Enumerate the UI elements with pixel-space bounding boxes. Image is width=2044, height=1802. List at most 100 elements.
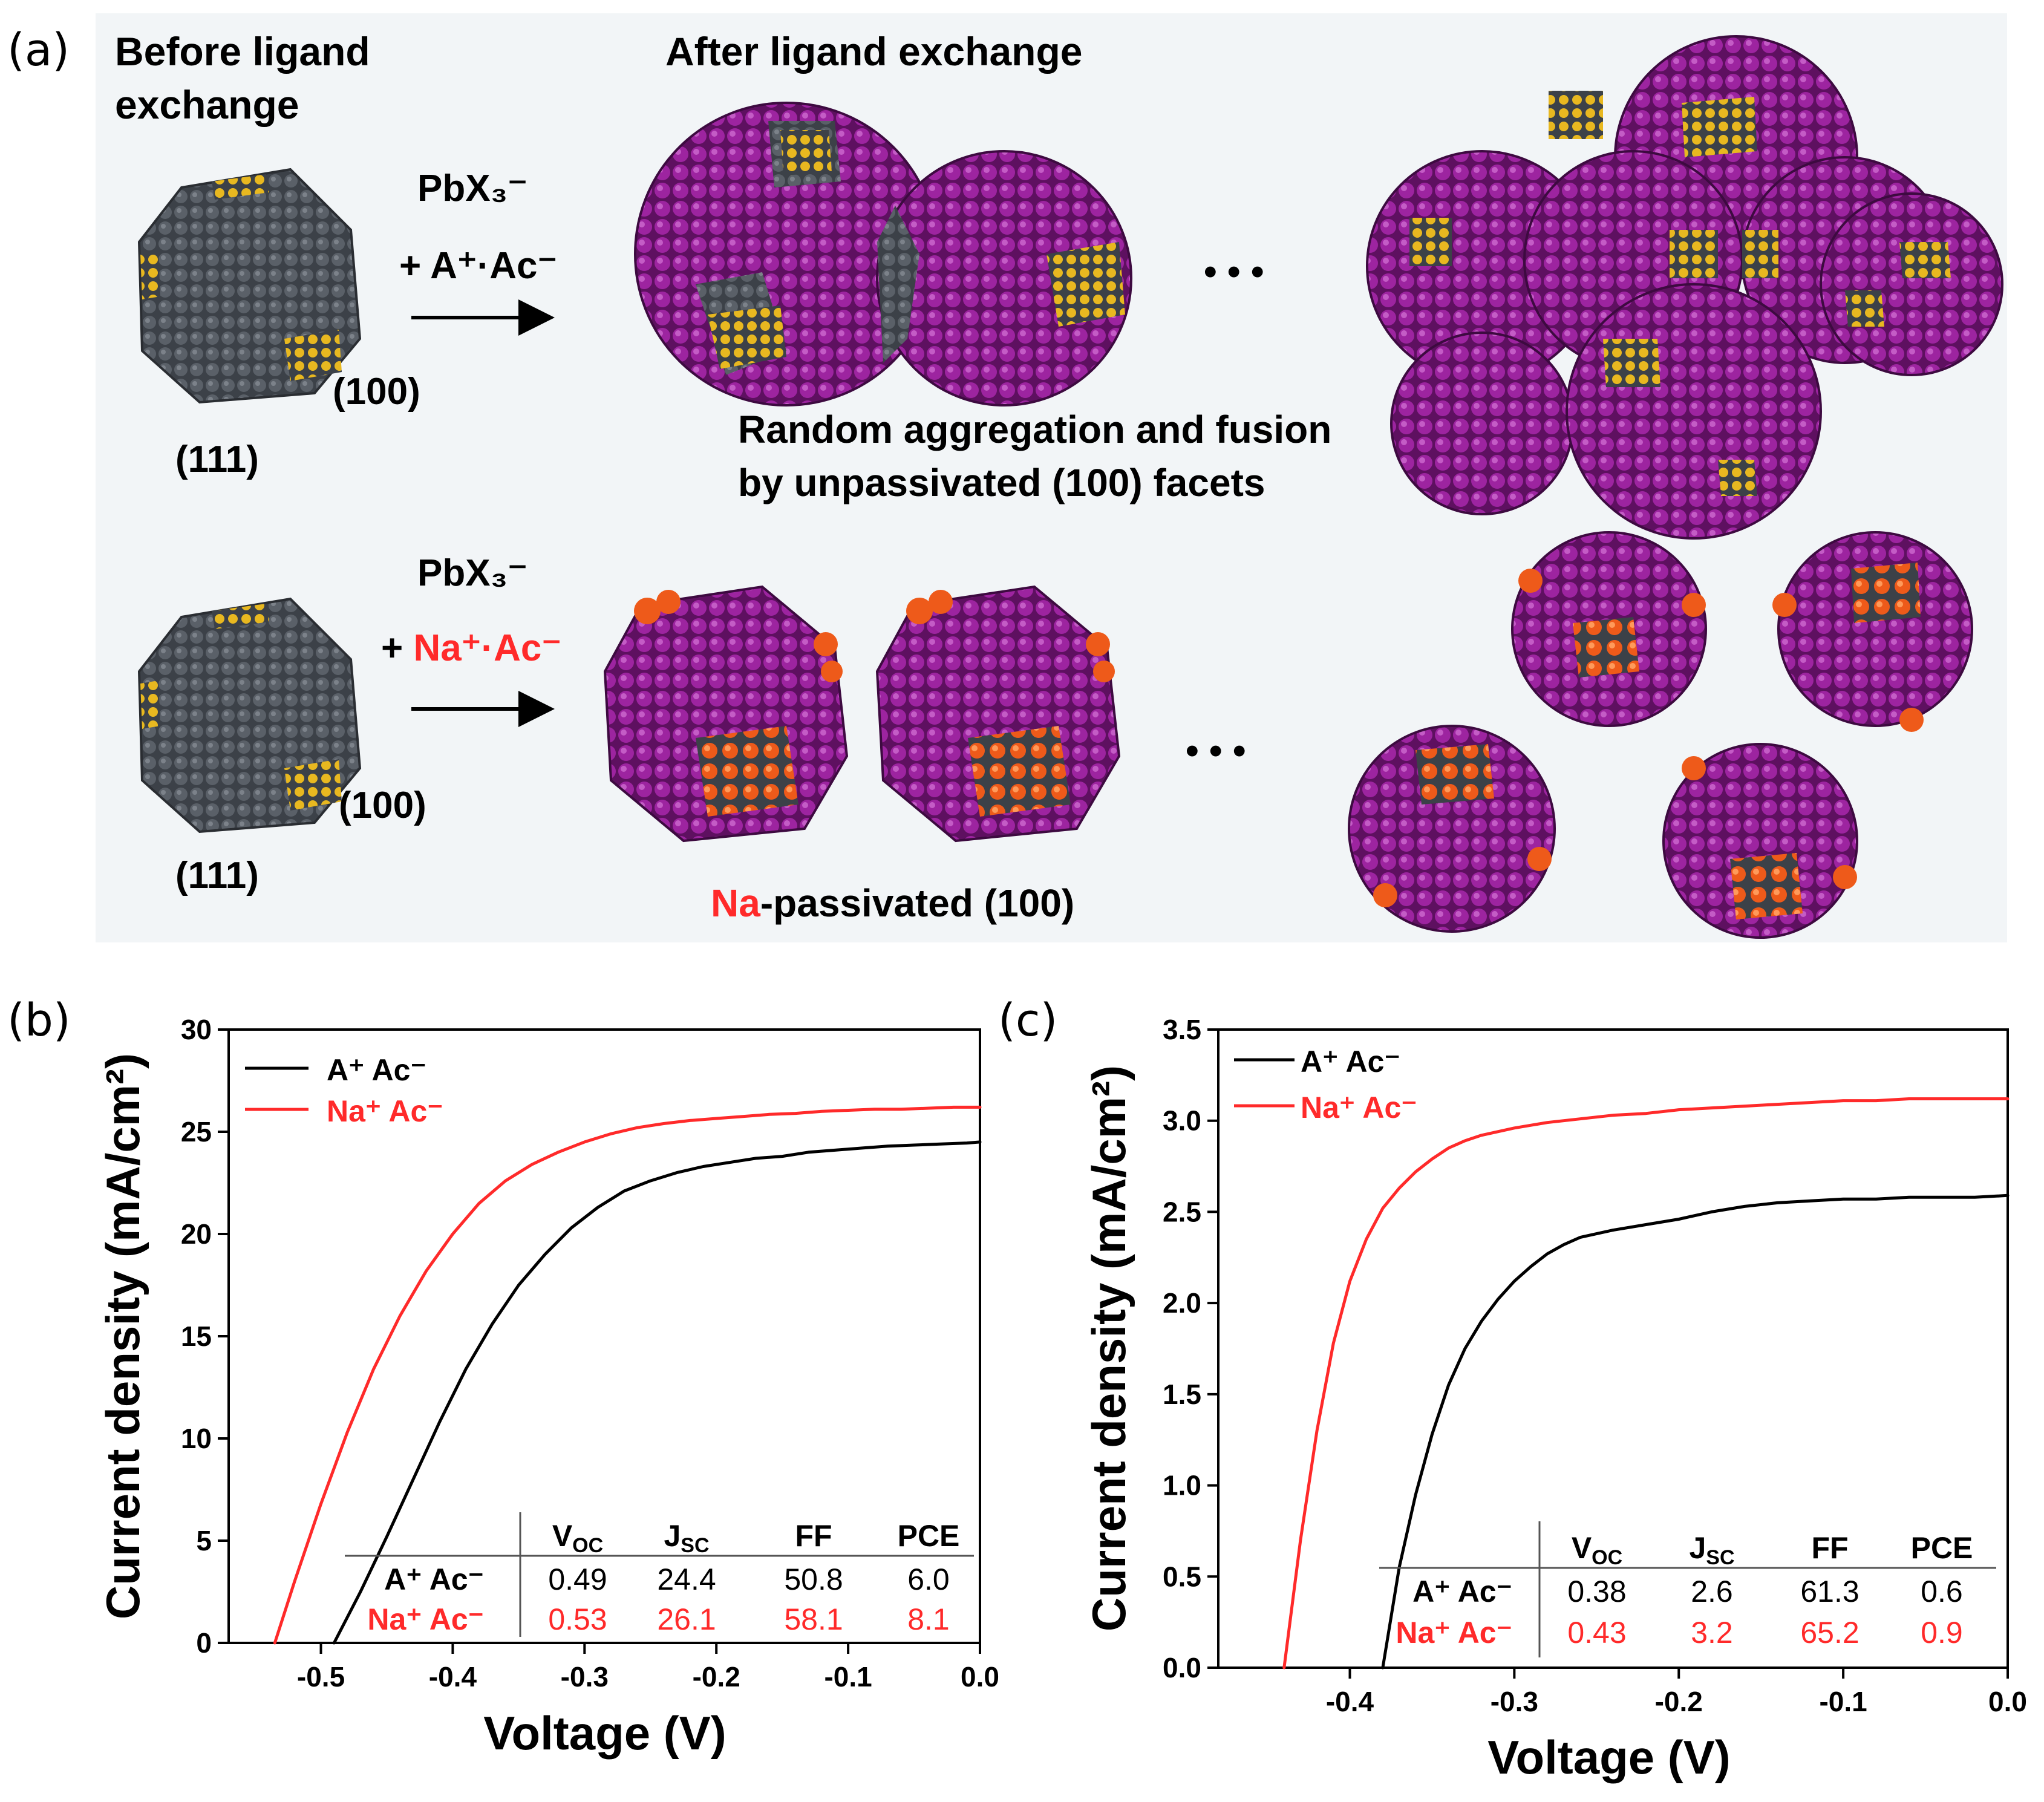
ellipsis-bottom: • • • bbox=[1186, 730, 1246, 772]
chart-c-table-header: VOC bbox=[1572, 1531, 1622, 1569]
chart-b-table-header: FF bbox=[795, 1519, 832, 1553]
chart-c-ylabel: Current density (mA/cm²) bbox=[1082, 1065, 1135, 1631]
chart-c-table-header: PCE bbox=[1911, 1531, 1973, 1565]
chart-b-ytick-label: 20 bbox=[181, 1218, 212, 1250]
before-title-line2: exchange bbox=[115, 82, 299, 127]
chart-b-legend-na: Na⁺ Ac⁻ bbox=[327, 1094, 443, 1128]
chart-c-legend: A⁺ Ac⁻ Na⁺ Ac⁻ bbox=[1234, 1045, 1417, 1125]
chart-b-table-cell: 8.1 bbox=[907, 1602, 950, 1636]
bottom-reagent-prefix: + bbox=[381, 627, 413, 669]
chart-c-legend-na: Na⁺ Ac⁻ bbox=[1301, 1091, 1417, 1125]
after-title: After ligand exchange bbox=[665, 29, 1083, 74]
chart-c-legend-a: A⁺ Ac⁻ bbox=[1301, 1045, 1400, 1079]
chart-c-table-header: JSC bbox=[1689, 1531, 1734, 1569]
chart-c-table-row-name: A⁺ Ac⁻ bbox=[1412, 1575, 1512, 1608]
chart-b-y-axis: 0 5 10 15 20 25 30 bbox=[181, 1014, 229, 1659]
chart-b-legend-a: A⁺ Ac⁻ bbox=[327, 1053, 426, 1087]
chart-b-table-row-name: A⁺ Ac⁻ bbox=[384, 1562, 484, 1596]
bottom-reagent-line1: PbX₃⁻ bbox=[417, 552, 527, 594]
chart-b-x-axis: -0.5 -0.4 -0.3 -0.2 -0.1 0.0 bbox=[297, 1643, 999, 1693]
chart-c-ytick-label: 2.5 bbox=[1163, 1196, 1201, 1227]
chart-b-legend: A⁺ Ac⁻ Na⁺ Ac⁻ bbox=[245, 1053, 443, 1128]
facet-100-bottom: (100) bbox=[339, 785, 426, 826]
bottom-reagent-line2: + Na⁺·Ac⁻ bbox=[381, 627, 561, 669]
separated-nanocrystals-bottom bbox=[1348, 531, 1973, 939]
chart-b-table-cell: 0.53 bbox=[548, 1602, 607, 1636]
chart-b-xtick-label: -0.2 bbox=[693, 1661, 740, 1693]
bottom-reagent-highlight: Na⁺·Ac⁻ bbox=[413, 627, 561, 669]
chart-c-xtick-label: -0.4 bbox=[1326, 1686, 1374, 1717]
chart-c-x-axis: -0.4 -0.3 -0.2 -0.1 0.0 bbox=[1326, 1668, 2027, 1717]
chart-c-xlabel: Voltage (V) bbox=[1487, 1731, 1731, 1784]
chart-b-xlabel: Voltage (V) bbox=[483, 1706, 727, 1760]
chart-c-xtick-label: -0.2 bbox=[1655, 1686, 1703, 1717]
chart-c-xtick-label: -0.3 bbox=[1491, 1686, 1538, 1717]
chart-b-table-cell: 6.0 bbox=[907, 1562, 950, 1596]
chart-c-table-header: FF bbox=[1811, 1531, 1848, 1565]
chart-b-table-row-name: Na⁺ Ac⁻ bbox=[367, 1602, 484, 1636]
chart-b-table-header: VOC bbox=[552, 1519, 603, 1557]
top-caption-line1: Random aggregation and fusion bbox=[738, 408, 1331, 451]
chart-b-table-cell: 24.4 bbox=[657, 1562, 716, 1596]
chart-b-xtick-label: 0.0 bbox=[961, 1661, 999, 1693]
panel-a: (a) Before ligand exchange After ligand … bbox=[7, 13, 2007, 942]
chart-c-table-cell: 0.9 bbox=[1921, 1616, 1963, 1650]
chart-c-table-row-name: Na⁺ Ac⁻ bbox=[1396, 1616, 1512, 1650]
chart-c-table-cell: 2.6 bbox=[1691, 1575, 1733, 1608]
top-reagent-line1: PbX₃⁻ bbox=[417, 168, 527, 209]
chart-c-ytick-label: 3.5 bbox=[1163, 1014, 1201, 1045]
chart-b-series-na-ac bbox=[273, 1105, 982, 1645]
chart-b: (b) 0 5 10 15 20 25 30 -0.5 -0.4 -0.3 -0.2 -0.1 0.0… bbox=[7, 994, 999, 1760]
chart-b-ytick-label: 5 bbox=[196, 1525, 212, 1556]
chart-b-table-header: JSC bbox=[664, 1519, 709, 1557]
chart-b-ylabel: Current density (mA/cm²) bbox=[96, 1053, 149, 1619]
chart-c-plot-frame bbox=[1217, 1028, 2009, 1669]
chart-c-y-axis: 0.0 0.5 1.0 1.5 2.0 2.5 3.0 3.5 bbox=[1163, 1014, 1218, 1683]
chart-c-series-a-ac bbox=[1381, 1193, 2010, 1670]
bottom-caption-rest: -passivated (100) bbox=[760, 881, 1074, 925]
chart-b-table-header: PCE bbox=[898, 1519, 960, 1553]
chart-c-table-cell: 61.3 bbox=[1800, 1575, 1859, 1608]
chart-b-ytick-label: 15 bbox=[181, 1320, 212, 1352]
chart-c-table-cell: 0.43 bbox=[1567, 1616, 1626, 1650]
chart-b-ytick-label: 10 bbox=[181, 1423, 212, 1454]
chart-c-series bbox=[1282, 1097, 2010, 1670]
facet-111-bottom: (111) bbox=[175, 855, 259, 896]
bottom-caption-highlight: Na bbox=[711, 881, 760, 925]
chart-c-table: VOC JSC FF PCE A⁺ Ac⁻ 0.38 2.6 61.3 0.6 Na⁺ Ac⁻ 0.… bbox=[1379, 1521, 1996, 1657]
fused-nanocrystals-top bbox=[634, 102, 1132, 406]
top-caption-line2: by unpassivated (100) facets bbox=[738, 461, 1265, 504]
chart-b-label: (b) bbox=[7, 994, 71, 1046]
chart-b-series-a-ac bbox=[332, 1140, 982, 1645]
chart-b-ytick-label: 25 bbox=[181, 1116, 212, 1147]
chart-c-ytick-label: 2.0 bbox=[1163, 1287, 1201, 1319]
chart-c-series-na-ac bbox=[1282, 1097, 2010, 1670]
chart-c-ytick-label: 1.0 bbox=[1163, 1470, 1201, 1501]
aggregate-cluster-top bbox=[1366, 35, 2003, 540]
chart-b-table-cell: 0.49 bbox=[548, 1562, 607, 1596]
chart-b-xtick-label: -0.3 bbox=[561, 1661, 609, 1693]
chart-b-ytick-label: 30 bbox=[181, 1014, 212, 1045]
top-reagent-line2: + A⁺·Ac⁻ bbox=[399, 245, 557, 287]
chart-b-xtick-label: -0.1 bbox=[824, 1661, 872, 1693]
chart-c-xtick-label: 0.0 bbox=[1988, 1686, 2027, 1717]
chart-c-table-cell: 3.2 bbox=[1691, 1616, 1733, 1650]
chart-c-table-cell: 0.38 bbox=[1567, 1575, 1626, 1608]
chart-b-xtick-label: -0.4 bbox=[429, 1661, 477, 1693]
chart-c-table-cell: 65.2 bbox=[1800, 1616, 1859, 1650]
chart-b-table-cell: 50.8 bbox=[784, 1562, 843, 1596]
chart-c-label: (c) bbox=[998, 994, 1057, 1046]
chart-c-xtick-label: -0.1 bbox=[1819, 1686, 1867, 1717]
facet-100-top: (100) bbox=[333, 371, 420, 413]
chart-b-table: VOC JSC FF PCE A⁺ Ac⁻ 0.49 24.4 50.8 6.0 Na⁺ Ac⁻ 0… bbox=[345, 1512, 974, 1637]
chart-c-ytick-label: 0.5 bbox=[1163, 1561, 1201, 1592]
chart-c-ytick-label: 1.5 bbox=[1163, 1379, 1201, 1410]
chart-c-table-cell: 0.6 bbox=[1921, 1575, 1963, 1608]
chart-b-ytick-label: 0 bbox=[196, 1627, 212, 1659]
chart-c-ytick-label: 3.0 bbox=[1163, 1105, 1201, 1137]
chart-c: (c) 0.00.51.01.52.02.53.03.5 -0.4 -0.3 -0.… bbox=[998, 994, 2027, 1784]
chart-c-ytick-label: 0.0 bbox=[1163, 1652, 1201, 1683]
chart-b-table-cell: 58.1 bbox=[784, 1602, 843, 1636]
facet-111-top: (111) bbox=[175, 439, 259, 480]
chart-b-xtick-label: -0.5 bbox=[297, 1661, 345, 1693]
